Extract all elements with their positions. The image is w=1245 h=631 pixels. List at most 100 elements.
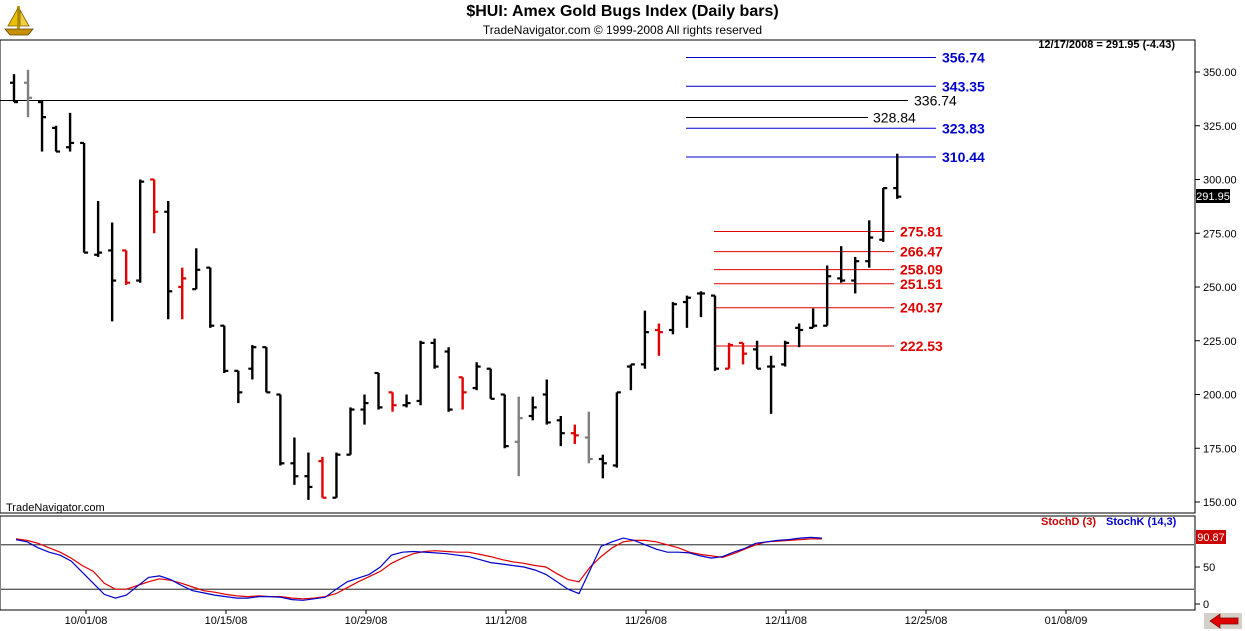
ohlc-bar	[795, 323, 804, 348]
ohlc-bar	[178, 267, 187, 320]
info-box: 12/17/2008 = 291.95 (-4.43)	[1038, 39, 1175, 51]
ohlc-bar	[598, 454, 607, 479]
ohlc-bar	[500, 393, 509, 449]
ohlc-bar	[164, 201, 173, 320]
price-tick-label: 350.00	[1203, 67, 1237, 79]
ohlc-bar	[122, 249, 131, 285]
stoch-tick-label: 50	[1203, 562, 1215, 574]
sailboat-logo-icon[interactable]	[4, 4, 34, 41]
ohlc-bar	[444, 347, 453, 412]
ohlc-bar	[192, 248, 201, 291]
ohlc-bar	[10, 74, 18, 104]
price-tick-label: 300.00	[1203, 175, 1237, 187]
ohlc-bar	[318, 456, 327, 499]
level-label: 336.74	[914, 93, 957, 109]
stoch-tick-label: 0	[1203, 599, 1209, 611]
ohlc-bar	[781, 340, 790, 367]
price-tick-label: 250.00	[1203, 282, 1237, 294]
ohlc-bar	[94, 201, 103, 257]
stoch-value-marker	[1196, 530, 1226, 544]
ohlc-bar	[52, 125, 61, 153]
price-tick-label: 175.00	[1203, 443, 1237, 455]
date-tick-label: 12/11/08	[765, 615, 807, 627]
ohlc-bar	[528, 396, 537, 421]
ohlc-bar	[458, 376, 467, 410]
chart-subtitle: TradeNavigator.com © 1999-2008 All right…	[482, 23, 763, 37]
ohlc-bar	[472, 362, 481, 391]
ohlc-bars	[10, 69, 902, 500]
ohlc-bar	[584, 411, 593, 464]
ohlc-bar	[753, 340, 762, 370]
date-tick-label: 10/01/08	[65, 615, 108, 627]
level-label: 222.53	[900, 338, 943, 354]
ohlc-bar	[80, 141, 89, 254]
ohlc-bar	[851, 256, 860, 294]
ohlc-bar	[262, 346, 271, 394]
price-tick-label: 200.00	[1203, 390, 1237, 402]
ohlc-bar	[332, 452, 341, 499]
ohlc-bar	[514, 396, 523, 477]
ohlc-bar	[865, 220, 874, 268]
date-tick-label: 10/29/08	[345, 615, 388, 627]
watermark: TradeNavigator.com	[6, 502, 105, 514]
ohlc-bar	[66, 112, 75, 152]
stochk-line	[15, 536, 822, 601]
ohlc-bar	[276, 393, 285, 466]
price-tick-label: 325.00	[1203, 121, 1237, 133]
date-axis: 10/01/08 10/15/08 10/29/08 11/12/08 11/26/08…	[65, 610, 1088, 627]
date-tick-label: 12/25/08	[905, 615, 948, 627]
level-label: 323.83	[942, 120, 985, 136]
price-axis: 150.00 175.00 200.00 225.00 250.00 275.00 300.…	[1195, 67, 1237, 509]
level-label: 266.47	[900, 244, 943, 260]
red-left-arrow-icon[interactable]	[1204, 613, 1242, 629]
chart-header: $HUI: Amex Gold Bugs Index (Daily bars) …	[0, 0, 1245, 40]
ohlc-bar	[556, 416, 565, 447]
ohlc-bar	[725, 342, 734, 370]
ohlc-bar	[220, 324, 229, 373]
ohlc-bar	[430, 338, 439, 369]
chart-title: $HUI: Amex Gold Bugs Index (Daily bars)	[466, 3, 779, 20]
ohlc-bar	[248, 345, 257, 380]
level-label: 251.51	[900, 276, 943, 292]
ohlc-bar	[711, 294, 719, 371]
legend-stochd: StochD (3)	[1041, 516, 1096, 528]
ohlc-bar	[612, 391, 621, 468]
ohlc-bar	[304, 452, 313, 500]
stoch-value-label: 90.87	[1197, 532, 1225, 544]
level-label: 356.74	[942, 50, 985, 66]
ohlc-bar	[374, 371, 383, 410]
ohlc-bar	[108, 222, 117, 322]
ohlc-bar	[486, 367, 495, 400]
level-label: 328.84	[873, 109, 916, 125]
price-tick-label: 225.00	[1203, 336, 1237, 348]
ohlc-bar	[893, 153, 902, 199]
ohlc-bar	[206, 266, 215, 328]
ohlc-bar	[767, 355, 776, 414]
ohlc-bar	[24, 69, 33, 118]
stochd-line	[15, 538, 822, 600]
level-label: 258.09	[900, 262, 943, 278]
ohlc-bar	[809, 308, 818, 329]
ohlc-bar	[739, 341, 748, 365]
stochastic-lines	[15, 536, 822, 601]
ohlc-bar	[823, 265, 832, 327]
ohlc-bar	[879, 187, 888, 242]
ohlc-bar	[38, 99, 47, 152]
level-label: 240.37	[900, 300, 943, 316]
ohlc-bar	[416, 340, 425, 406]
price-panel-frame	[0, 39, 1196, 514]
ohlc-bar	[150, 178, 159, 234]
date-tick-label: 01/08/09	[1045, 615, 1088, 627]
ohlc-bar	[570, 424, 579, 444]
ohlc-bar	[290, 437, 299, 485]
ohlc-bar	[346, 407, 355, 456]
ohlc-bar	[626, 363, 635, 391]
date-tick-label: 11/12/08	[485, 615, 527, 627]
date-tick-label: 11/26/08	[625, 615, 667, 627]
ohlc-bar	[136, 179, 145, 283]
legend-stochk: StochK (14,3)	[1106, 516, 1177, 528]
ohlc-bar	[682, 295, 691, 328]
level-label: 310.44	[942, 149, 985, 165]
